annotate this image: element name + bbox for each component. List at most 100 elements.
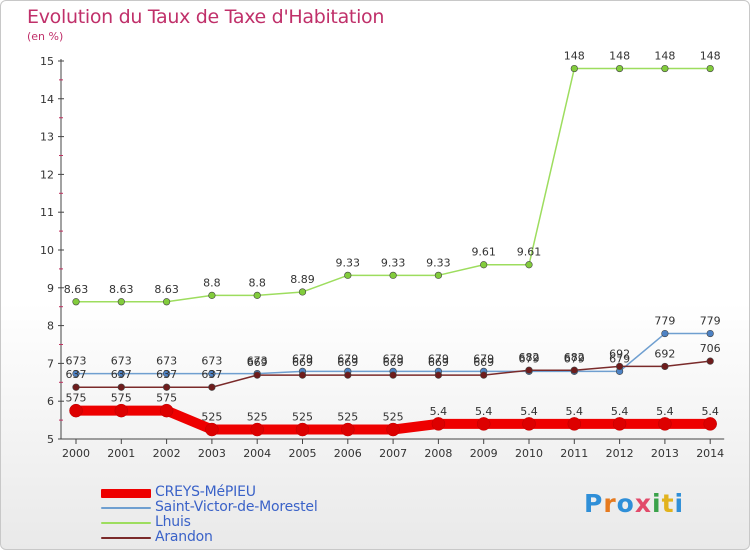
data-label: 8.63 (154, 283, 179, 296)
data-point (480, 261, 488, 269)
data-label: 5.4 (611, 405, 629, 418)
data-point (615, 362, 624, 371)
data-label: 669 (428, 356, 449, 369)
data-label: 673 (201, 355, 222, 368)
data-label: 679 (519, 352, 540, 365)
data-label: 148 (654, 50, 675, 63)
data-point (615, 64, 624, 73)
y-tick-label: 9 (47, 282, 54, 295)
data-point (612, 417, 627, 431)
data-label: 9.33 (426, 256, 451, 269)
data-label: 779 (700, 315, 721, 328)
legend-swatch (101, 507, 151, 509)
data-label: 637 (66, 368, 87, 381)
y-tick-label: 10 (40, 244, 54, 257)
data-point (163, 298, 171, 306)
y-tick-label: 14 (40, 93, 54, 106)
y-tick-label: 12 (40, 168, 54, 181)
data-label: 5.4 (566, 405, 584, 418)
data-point (117, 298, 125, 306)
data-point (703, 417, 717, 431)
data-point (298, 371, 307, 379)
data-label: 669 (337, 356, 358, 369)
x-tick-label: 2004 (243, 447, 271, 460)
chart-title: Evolution du Taux de Taxe d'Habitation (27, 6, 385, 28)
x-tick-label: 2007 (379, 447, 407, 460)
data-label: 682 (519, 351, 540, 364)
x-tick-label: 2011 (560, 447, 588, 460)
data-label: 525 (247, 411, 268, 424)
data-point (253, 291, 261, 299)
x-tick-label: 2002 (153, 447, 181, 460)
data-label: 673 (111, 355, 132, 368)
data-label: 706 (700, 342, 721, 355)
data-point (434, 271, 443, 279)
data-point (163, 383, 171, 391)
x-tick-label: 2000 (62, 447, 90, 460)
data-point (208, 370, 216, 378)
data-point (570, 366, 578, 374)
data-label: 637 (201, 368, 222, 381)
data-label: 673 (247, 355, 268, 368)
legend-label: Arandon (155, 529, 213, 545)
data-point (567, 417, 582, 431)
data-label: 679 (473, 352, 494, 365)
data-label: 575 (66, 392, 87, 405)
data-label: 8.89 (290, 273, 315, 286)
data-label: 669 (383, 356, 404, 369)
data-point (341, 422, 355, 437)
data-label: 8.63 (64, 283, 89, 296)
data-point (208, 383, 216, 391)
legend-swatch (101, 522, 151, 524)
data-label: 673 (66, 355, 87, 368)
data-point (434, 371, 443, 379)
proxiti-logo: Proxiti (584, 489, 684, 518)
x-tick-label: 2005 (289, 447, 317, 460)
y-tick-label: 11 (40, 206, 54, 219)
data-point (69, 403, 83, 418)
data-point (117, 383, 125, 391)
chart-subtitle: (en %) (27, 30, 64, 43)
data-label: 9.61 (471, 246, 496, 259)
data-label: 5.4 (701, 405, 719, 418)
data-point (298, 288, 307, 296)
y-tick-label: 13 (40, 131, 54, 144)
x-tick-label: 2001 (107, 447, 135, 460)
x-tick-label: 2010 (515, 447, 543, 460)
data-point (159, 403, 174, 418)
y-tick-label: 15 (40, 55, 54, 68)
data-point (344, 371, 352, 379)
data-point (389, 271, 397, 279)
data-point (476, 417, 491, 431)
legend-swatch (101, 537, 151, 539)
data-point (522, 417, 536, 431)
logo-letter: i (674, 489, 685, 518)
data-label: 679 (383, 352, 404, 365)
data-label: 525 (337, 411, 358, 424)
data-label: 575 (156, 392, 177, 405)
data-point (661, 64, 669, 73)
data-point (658, 417, 672, 431)
legend-label: Lhuis (155, 514, 191, 530)
data-point (208, 291, 216, 299)
legend-swatch (101, 488, 151, 498)
logo-letter: t (661, 489, 675, 518)
data-label: 5.4 (430, 405, 448, 418)
data-point (344, 271, 352, 279)
data-point (570, 64, 578, 73)
data-point (706, 357, 714, 365)
data-label: 148 (609, 50, 630, 63)
data-label: 5.4 (475, 405, 493, 418)
data-label: 8.63 (109, 283, 134, 296)
data-label: 692 (609, 347, 630, 360)
legend-label: Saint-Victor-de-Morestel (155, 499, 318, 515)
data-label: 679 (428, 352, 449, 365)
data-label: 679 (292, 352, 313, 365)
x-tick-label: 2013 (651, 447, 679, 460)
data-point (525, 366, 533, 374)
y-tick-label: 6 (47, 395, 54, 408)
data-label: 148 (564, 50, 585, 63)
data-label: 669 (292, 356, 313, 369)
data-label: 679 (337, 352, 358, 365)
data-point (250, 422, 264, 437)
